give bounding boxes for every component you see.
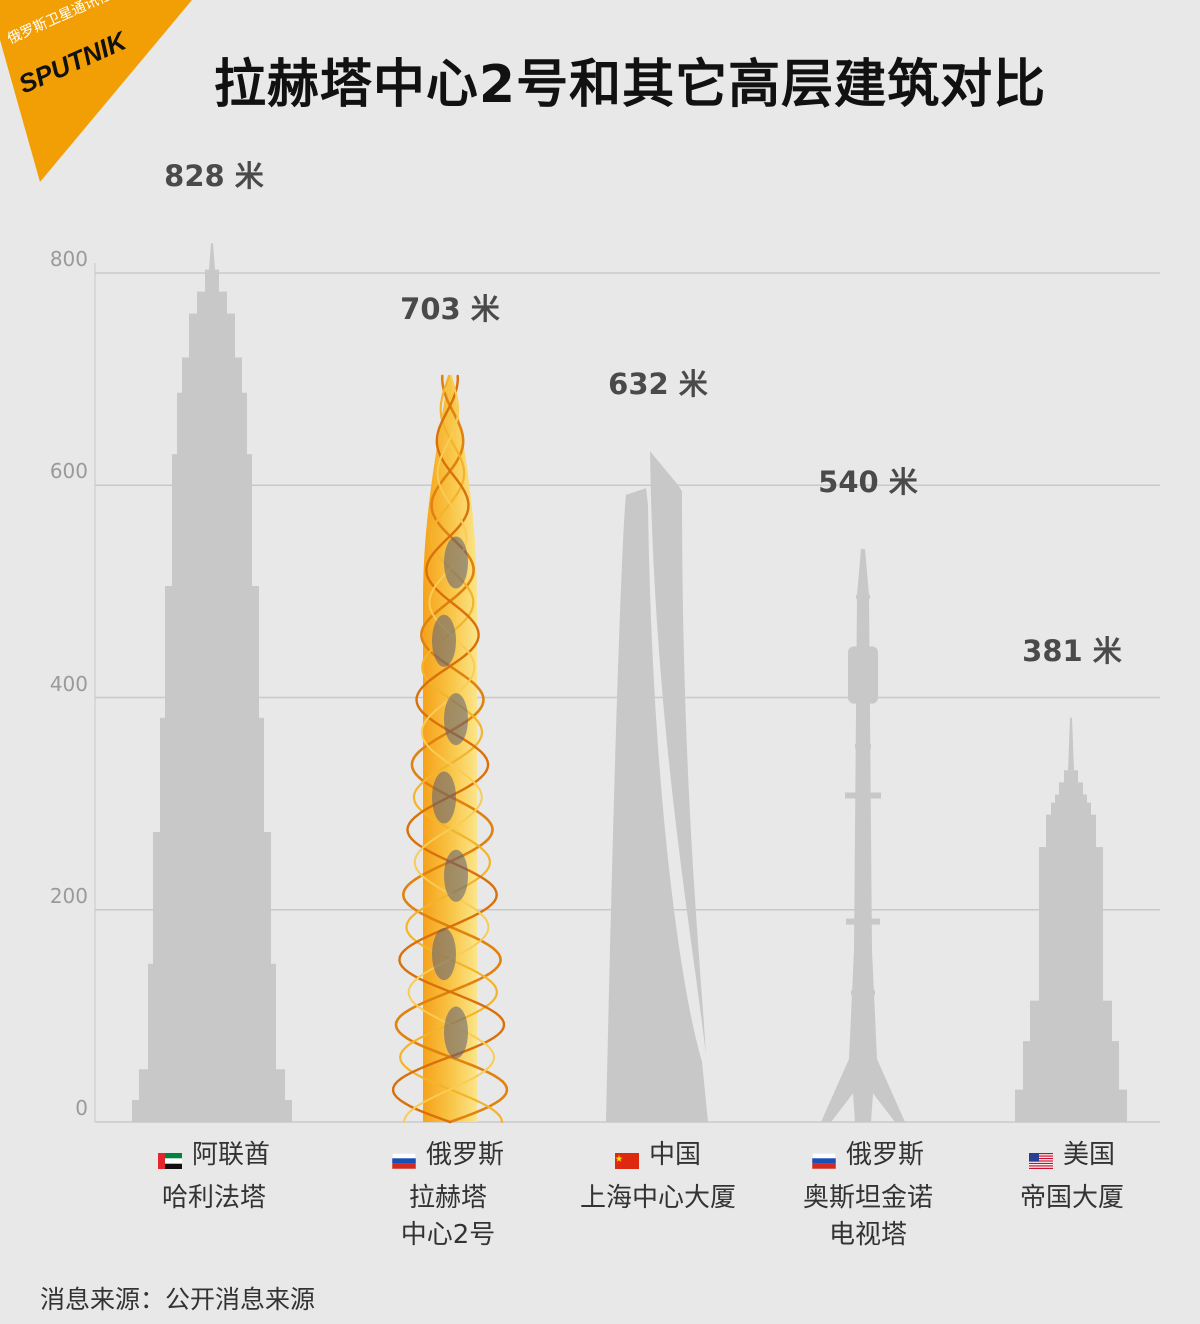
bar-building-5	[1015, 717, 1127, 1122]
bar-building-4	[821, 548, 905, 1122]
y-tick-label: 0	[75, 1096, 88, 1120]
y-tick-label: 400	[49, 671, 88, 696]
bar-building-3	[606, 451, 708, 1122]
bar-building-2	[391, 374, 509, 1124]
country-label: 中国	[548, 1134, 768, 1171]
country-name: 阿联酋	[191, 1140, 270, 1170]
value-label: 540 米	[818, 464, 918, 499]
country-label: 阿联酋	[104, 1134, 324, 1171]
value-label: 828 米	[164, 159, 264, 194]
china-flag-icon	[614, 1146, 639, 1169]
page-title: 拉赫塔中心2号和其它高层建筑对比	[213, 55, 1047, 115]
uae-flag-icon	[157, 1146, 182, 1169]
y-tick-label: 800	[49, 247, 88, 271]
country-name: 美国	[1062, 1140, 1115, 1170]
country-name: 俄罗斯	[425, 1140, 504, 1170]
russia-flag-icon	[391, 1146, 417, 1169]
building-name: 奥斯坦金诺 电视塔	[802, 1183, 933, 1250]
country-name: 俄罗斯	[845, 1140, 924, 1170]
usa-flag-icon	[1028, 1146, 1053, 1169]
value-label: 703 米	[400, 291, 500, 326]
y-tick-label: 600	[49, 459, 88, 484]
height-chart	[94, 243, 1160, 1124]
source-note: 消息来源：公开消息来源	[40, 1285, 316, 1314]
building-name: 上海中心大厦	[579, 1183, 736, 1213]
value-label: 632 米	[608, 367, 708, 402]
country-name: 中国	[648, 1140, 701, 1170]
country-label: 俄罗斯	[338, 1134, 558, 1171]
country-label: 美国	[962, 1134, 1182, 1171]
sputnik-logo	[0, 0, 192, 182]
bar-building-1	[132, 243, 292, 1122]
value-label: 381 米	[1022, 633, 1122, 668]
building-name: 拉赫塔 中心2号	[400, 1183, 496, 1250]
russia-flag-icon	[811, 1146, 837, 1169]
building-name: 帝国大厦	[1019, 1183, 1124, 1213]
building-name: 哈利法塔	[161, 1183, 266, 1213]
y-tick-label: 200	[49, 883, 88, 908]
country-label: 俄罗斯	[758, 1134, 978, 1171]
